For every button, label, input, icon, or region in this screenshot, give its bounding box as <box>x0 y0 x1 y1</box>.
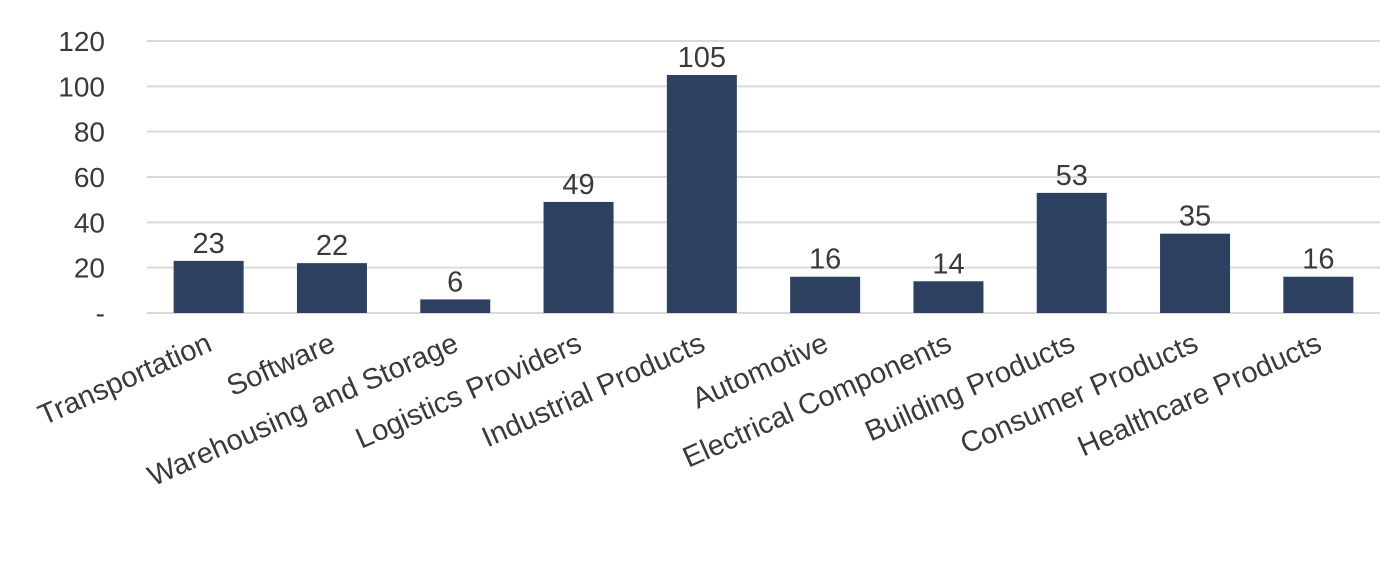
data-label: 49 <box>562 169 594 201</box>
data-label: 16 <box>1302 244 1334 276</box>
data-label: 14 <box>932 248 964 280</box>
y-tick-label: 60 <box>74 162 105 193</box>
bar <box>1160 233 1231 313</box>
bar <box>420 299 491 313</box>
data-label: 22 <box>316 230 348 262</box>
bar <box>1036 192 1107 313</box>
data-label: 53 <box>1056 160 1088 192</box>
bar <box>666 75 737 313</box>
y-tick-label: 20 <box>74 253 105 284</box>
y-tick-label: 120 <box>58 26 105 57</box>
category-label: Transportation <box>34 327 217 432</box>
category-label: Industrial Products <box>477 327 709 454</box>
bar <box>173 260 244 313</box>
y-tick-label: 40 <box>74 207 105 238</box>
data-labels: 23 22 6 49 105 16 14 53 35 16 <box>193 42 1335 298</box>
bar <box>543 201 614 313</box>
bar <box>913 281 984 313</box>
bar <box>790 276 861 313</box>
bars <box>173 75 1354 313</box>
bar <box>296 263 367 313</box>
y-tick-label: 80 <box>74 117 105 148</box>
y-tick-label: - <box>96 298 105 329</box>
data-label: 6 <box>447 266 463 298</box>
data-label: 16 <box>809 244 841 276</box>
data-label: 23 <box>193 228 225 260</box>
data-label: 35 <box>1179 201 1211 233</box>
data-label: 105 <box>678 42 726 74</box>
y-axis-ticks: - 20 40 60 80 100 120 <box>58 26 105 329</box>
y-tick-label: 100 <box>58 71 105 102</box>
bar <box>1283 276 1354 313</box>
